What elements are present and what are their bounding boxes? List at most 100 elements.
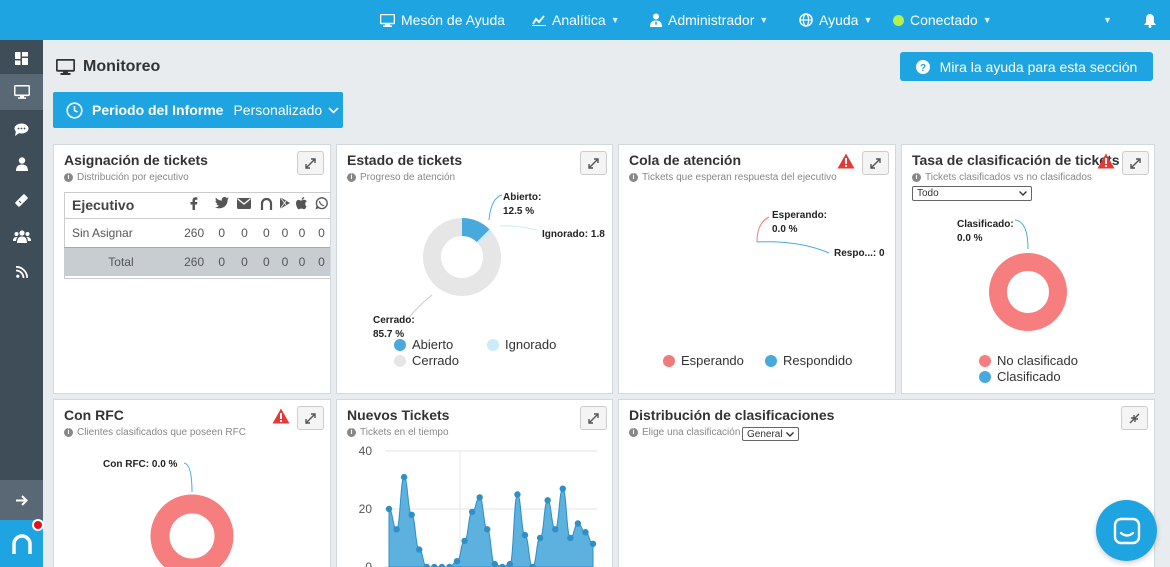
legend-item-abierto[interactable]: Abierto: [394, 337, 453, 352]
rfc-donut-chart: [150, 462, 234, 567]
sidebar-item-monitoreo[interactable]: [0, 74, 43, 110]
data-point[interactable]: [431, 563, 438, 567]
panel-subtitle-text: Clientes clasificados que poseen RFC: [77, 427, 246, 438]
legend-label: No clasificado: [997, 353, 1078, 368]
chevron-down-icon: ▼: [982, 15, 992, 25]
sidebar-item-users[interactable]: [0, 218, 43, 254]
help-section-button[interactable]: ? Mira la ayuda para esta sección: [900, 52, 1153, 81]
data-point[interactable]: [521, 531, 529, 539]
panel-title: Nuevos Tickets: [347, 407, 450, 423]
legend-label: Clasificado: [997, 369, 1061, 384]
data-point[interactable]: [400, 473, 408, 481]
data-point[interactable]: [491, 560, 498, 567]
email-icon: [233, 192, 256, 219]
data-point[interactable]: [461, 537, 468, 545]
donut-slice-ignorado[interactable]: [476, 229, 493, 245]
legend-dot: [979, 354, 991, 367]
sidebar-expand-button[interactable]: [0, 480, 43, 520]
data-point[interactable]: [552, 526, 559, 533]
data-label-clasificado-value: 0.0 %: [957, 233, 983, 244]
nav-meson-ayuda[interactable]: Mesón de Ayuda: [380, 0, 505, 40]
data-point[interactable]: [438, 563, 446, 567]
expand-button[interactable]: [580, 406, 607, 430]
legend-item-cerrado[interactable]: Cerrado: [394, 353, 459, 368]
data-point[interactable]: [514, 491, 521, 498]
notifications-button[interactable]: [1143, 0, 1163, 40]
data-point[interactable]: [499, 563, 506, 567]
donut-slice-no-clasificado[interactable]: [989, 253, 1067, 331]
data-point[interactable]: [423, 563, 430, 567]
data-point[interactable]: [484, 526, 491, 533]
report-period-dropdown[interactable]: Periodo del Informe Personalizado: [53, 92, 343, 128]
chat-icon: [14, 123, 29, 136]
nav-conectado-label: Conectado: [910, 12, 978, 28]
data-point[interactable]: [393, 526, 400, 533]
nuevos-area-chart: 40 20 0: [359, 444, 597, 567]
legend-dot: [394, 338, 406, 351]
data-point[interactable]: [408, 511, 415, 518]
donut-slice-sin-rfc[interactable]: [150, 494, 234, 567]
classification-select[interactable]: General: [742, 427, 799, 441]
legend-label: Cerrado: [412, 353, 459, 368]
sidebar-item-user[interactable]: [0, 146, 43, 182]
monitor-icon: [13, 85, 30, 99]
panel-subtitle-text: Tickets en el tiempo: [360, 427, 449, 438]
nav-meson-ayuda-label: Mesón de Ayuda: [401, 12, 506, 28]
chevron-down-icon: ▼: [1103, 15, 1112, 25]
classification-filter-select[interactable]: Todo: [912, 186, 1032, 201]
chevron-down-icon: [1019, 191, 1027, 196]
data-point[interactable]: [536, 534, 544, 542]
sidebar-item-tickets[interactable]: [0, 182, 43, 218]
chat-launcher-button[interactable]: [1096, 500, 1157, 561]
data-point[interactable]: [476, 494, 483, 501]
nav-conectado[interactable]: Conectado ▼: [893, 0, 992, 40]
data-point[interactable]: [453, 558, 461, 565]
data-point[interactable]: [468, 508, 476, 516]
panel-title: Con RFC: [64, 407, 124, 423]
expand-button[interactable]: [580, 151, 607, 175]
data-point[interactable]: [385, 505, 393, 513]
nav-administrador[interactable]: Administrador ▼: [650, 0, 768, 40]
legend-item-ignorado[interactable]: Ignorado: [487, 337, 556, 352]
sidebar-item-chat[interactable]: [0, 111, 43, 147]
select-value: Todo: [917, 188, 939, 199]
dashboard-icon: [15, 51, 28, 65]
data-point[interactable]: [544, 497, 551, 504]
chevron-down-icon: [328, 106, 339, 114]
nav-ayuda[interactable]: Ayuda ▼: [799, 0, 872, 40]
legend-dot: [765, 354, 777, 367]
data-point[interactable]: [589, 540, 597, 547]
donut-slice-abierto[interactable]: [461, 218, 490, 243]
user-menu-dropdown[interactable]: ▼: [1103, 0, 1112, 40]
legend-dot: [979, 370, 991, 383]
data-label-cerrado-name: Cerrado:: [373, 315, 415, 326]
expand-button[interactable]: [1122, 151, 1149, 175]
data-point[interactable]: [416, 546, 423, 553]
legend-item-clasificado[interactable]: Clasificado: [979, 369, 1061, 384]
globe-icon: [799, 13, 813, 27]
donut-slice-cerrado[interactable]: [423, 218, 501, 296]
data-point[interactable]: [567, 534, 574, 542]
data-point[interactable]: [529, 563, 536, 567]
sidebar-item-dashboard[interactable]: [0, 40, 43, 76]
expand-icon: [305, 157, 316, 169]
data-point[interactable]: [559, 485, 566, 492]
data-label-respondido: Respo...: 0: [834, 248, 885, 259]
expand-button[interactable]: [862, 151, 889, 175]
data-point[interactable]: [582, 529, 589, 536]
data-point[interactable]: [506, 560, 514, 567]
sidebar-item-rss[interactable]: [0, 254, 43, 290]
tasa-donut-chart: [989, 219, 1067, 331]
legend-item-no-clasificado[interactable]: No clasificado: [979, 353, 1078, 368]
data-point[interactable]: [446, 563, 453, 567]
data-label-cerrado-value: 85.7 %: [373, 329, 405, 340]
legend-item-respondido[interactable]: Respondido: [765, 353, 852, 368]
nav-analitica[interactable]: Analítica ▼: [532, 0, 620, 40]
legend-item-esperando[interactable]: Esperando: [663, 353, 744, 368]
table-cell: 260: [184, 225, 205, 240]
data-point[interactable]: [574, 520, 582, 527]
collapse-button[interactable]: [1121, 406, 1148, 430]
expand-button[interactable]: [297, 151, 324, 175]
whatsapp-icon: [310, 192, 330, 219]
expand-button[interactable]: [297, 406, 324, 430]
